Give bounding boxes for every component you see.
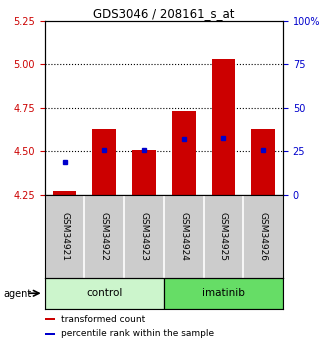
Text: control: control (86, 288, 122, 298)
Text: imatinib: imatinib (202, 288, 245, 298)
Text: percentile rank within the sample: percentile rank within the sample (61, 329, 214, 338)
Text: GSM34926: GSM34926 (259, 212, 268, 261)
Bar (53, 191, 76, 195)
Text: GSM34921: GSM34921 (60, 212, 69, 261)
Bar (251, 129, 275, 195)
Bar (45, 318, 55, 321)
Text: agent: agent (3, 289, 31, 299)
Bar (164, 278, 283, 309)
Bar (45, 278, 164, 309)
Bar (92, 129, 116, 195)
Bar (132, 150, 156, 195)
Text: GSM34923: GSM34923 (139, 212, 149, 261)
Title: GDS3046 / 208161_s_at: GDS3046 / 208161_s_at (93, 7, 235, 20)
Text: GSM34922: GSM34922 (100, 212, 109, 261)
Bar (45, 333, 55, 335)
Bar (212, 59, 235, 195)
Text: transformed count: transformed count (61, 315, 146, 324)
Text: GSM34924: GSM34924 (179, 212, 188, 261)
Bar (172, 111, 196, 195)
Text: GSM34925: GSM34925 (219, 212, 228, 261)
